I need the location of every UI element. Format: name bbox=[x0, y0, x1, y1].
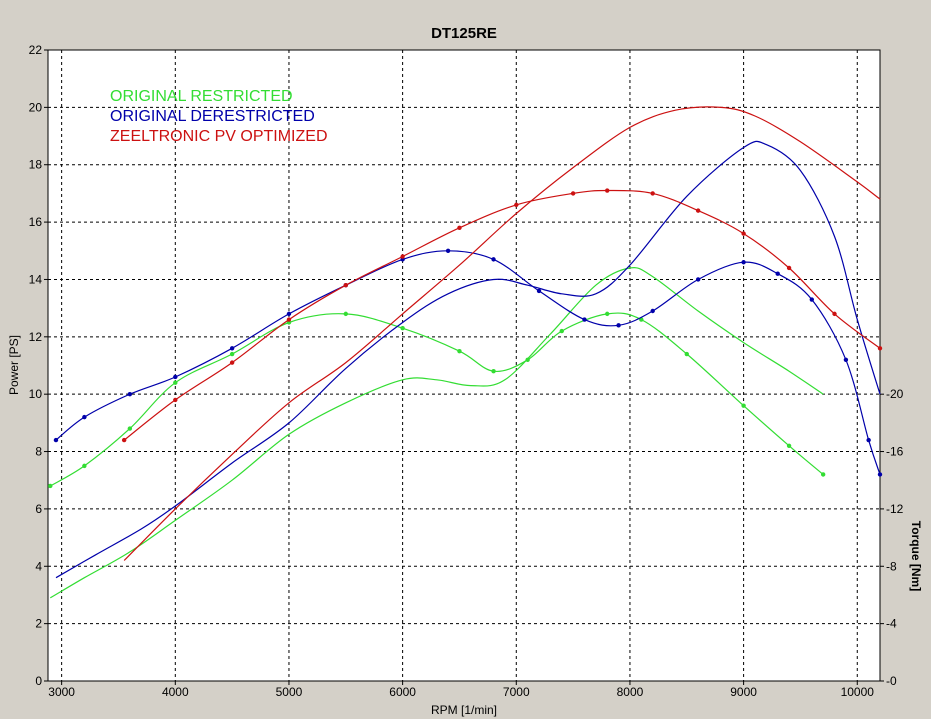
x-tick-label: 4000 bbox=[162, 685, 189, 699]
power-line-2 bbox=[123, 106, 881, 561]
torque-point bbox=[741, 403, 746, 408]
torque-point bbox=[286, 311, 292, 317]
y-axis-label: Power [PS] bbox=[7, 335, 21, 395]
torque-point bbox=[786, 443, 792, 449]
torque-point bbox=[514, 202, 519, 208]
series-2 bbox=[121, 106, 883, 561]
y2-tick-label: -16 bbox=[886, 445, 904, 459]
torque-point bbox=[820, 472, 826, 477]
y-tick-label: 20 bbox=[29, 100, 43, 114]
x-tick-label: 6000 bbox=[389, 685, 416, 699]
y2-axis-label: Torque [Nm] bbox=[909, 521, 923, 591]
y-tick-label: 8 bbox=[35, 445, 42, 459]
torque-point bbox=[229, 346, 235, 351]
series-0 bbox=[48, 267, 826, 599]
x-tick-label: 5000 bbox=[276, 685, 303, 699]
torque-point bbox=[343, 311, 348, 317]
x-tick-label: 8000 bbox=[617, 685, 644, 699]
legend-restricted: ORIGINAL RESTRICTED bbox=[110, 88, 293, 105]
torque-point bbox=[457, 348, 462, 354]
torque-point bbox=[229, 360, 235, 365]
torque-point bbox=[536, 288, 542, 294]
torque-line-2 bbox=[123, 189, 881, 441]
y-tick-label: 18 bbox=[29, 158, 43, 172]
power-line-0 bbox=[49, 267, 824, 599]
torque-point bbox=[82, 463, 87, 469]
y-tick-label: 10 bbox=[29, 387, 43, 401]
torque-point bbox=[877, 472, 883, 477]
torque-point bbox=[400, 326, 405, 331]
torque-point bbox=[173, 374, 178, 380]
torque-point bbox=[400, 254, 405, 259]
torque-point bbox=[741, 231, 746, 236]
torque-point bbox=[229, 351, 235, 357]
y-tick-label: 6 bbox=[35, 502, 42, 516]
torque-point bbox=[650, 308, 655, 314]
x-tick-label: 7000 bbox=[503, 685, 530, 699]
torque-point bbox=[684, 351, 689, 357]
x-axis-label: RPM [1/min] bbox=[431, 703, 497, 717]
torque-point bbox=[343, 282, 348, 288]
x-tick-label: 10000 bbox=[841, 685, 875, 699]
torque-point bbox=[82, 414, 87, 420]
y-tick-label: 22 bbox=[29, 43, 43, 57]
y-tick-label: 2 bbox=[35, 617, 42, 631]
torque-point bbox=[866, 437, 871, 443]
torque-point bbox=[877, 346, 883, 351]
torque-point bbox=[173, 380, 178, 385]
grid bbox=[48, 50, 880, 681]
torque-point bbox=[605, 311, 610, 317]
torque-point bbox=[832, 311, 837, 317]
y-tick-label: 14 bbox=[29, 272, 43, 286]
torque-point bbox=[616, 323, 621, 328]
y2-tick-label: -4 bbox=[886, 617, 897, 631]
torque-point bbox=[786, 265, 792, 271]
power-line-1 bbox=[55, 140, 881, 579]
torque-line-0 bbox=[49, 312, 824, 487]
torque-point bbox=[741, 260, 746, 265]
torque-point bbox=[286, 317, 292, 322]
y-tick-label: 4 bbox=[35, 559, 42, 573]
y-tick-label: 0 bbox=[35, 674, 42, 688]
torque-point bbox=[809, 297, 815, 302]
y2-tick-label: -20 bbox=[886, 387, 904, 401]
torque-point bbox=[127, 391, 133, 397]
torque-point bbox=[127, 426, 133, 431]
y2-tick-label: -0 bbox=[886, 674, 897, 688]
y-tick-label: 16 bbox=[29, 215, 43, 229]
torque-point bbox=[559, 328, 564, 334]
x-tick-label: 3000 bbox=[48, 685, 75, 699]
torque-point bbox=[48, 483, 53, 489]
torque-point bbox=[695, 277, 701, 282]
torque-point bbox=[121, 437, 127, 443]
axes: 3000 4000 5000 6000 7000 8000 9000 10000 0 2 4 6 8 10… bbox=[29, 43, 904, 699]
y2-tick-label: -12 bbox=[886, 502, 904, 516]
torque-point bbox=[650, 191, 655, 196]
torque-point bbox=[525, 357, 530, 362]
torque-point bbox=[491, 257, 496, 262]
torque-point bbox=[491, 369, 496, 374]
legend-zeeltronic: ZEELTRONIC PV OPTIMIZED bbox=[110, 128, 328, 145]
torque-point bbox=[775, 271, 780, 276]
chart-title: DT125RE bbox=[431, 25, 497, 42]
torque-point bbox=[445, 248, 451, 253]
torque-point bbox=[582, 317, 587, 322]
plot-area bbox=[47, 49, 881, 682]
torque-point bbox=[843, 357, 849, 362]
legend-derestricted: ORIGINAL DERESTRICTED bbox=[110, 108, 315, 125]
torque-point bbox=[53, 437, 59, 443]
torque-point bbox=[173, 397, 178, 403]
torque-point bbox=[570, 191, 576, 196]
series-1 bbox=[53, 140, 883, 579]
y-tick-label: 12 bbox=[29, 330, 43, 344]
x-tick-label: 9000 bbox=[730, 685, 757, 699]
torque-point bbox=[605, 188, 610, 193]
series-group bbox=[48, 106, 883, 599]
torque-point bbox=[695, 208, 701, 213]
y2-tick-label: -8 bbox=[886, 559, 897, 573]
torque-point bbox=[457, 225, 462, 231]
